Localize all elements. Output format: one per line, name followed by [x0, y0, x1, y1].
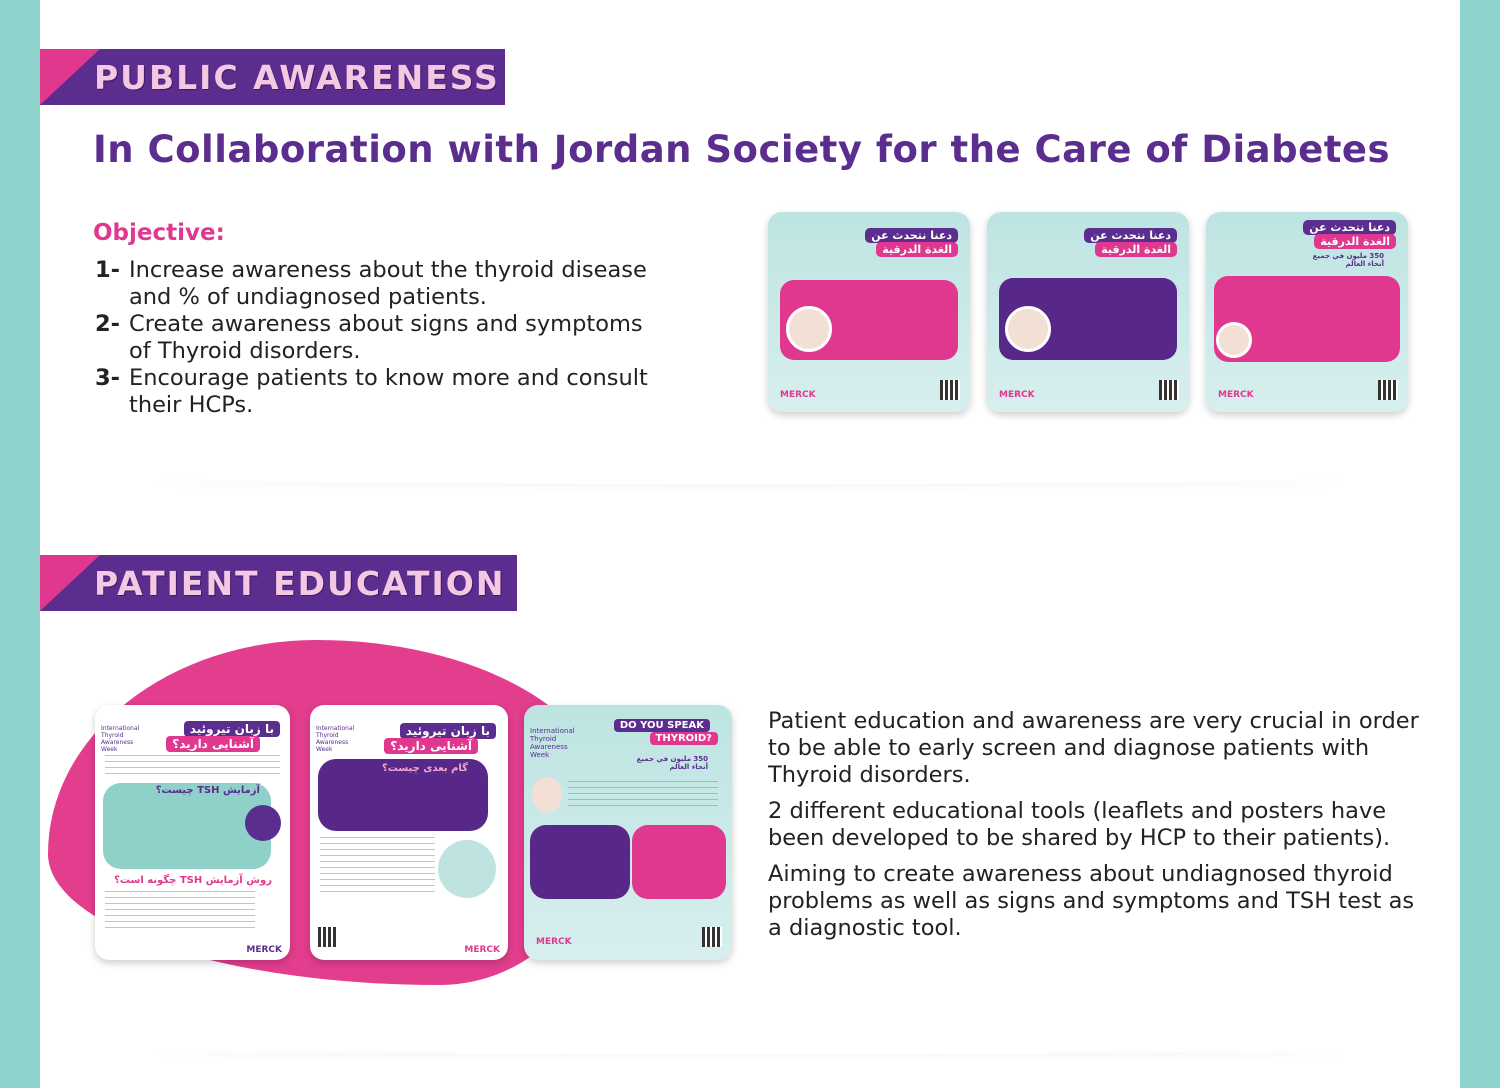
section-heading: PATIENT EDUCATION [94, 563, 506, 603]
awareness-poster: دعنا نتحدث عن الغدة الدرقية MERCK [987, 212, 1189, 412]
leaflet: International Thyroid Awareness Week با … [310, 705, 508, 960]
divider [150, 1040, 1350, 1054]
list-item: 1- Increase awareness about the thyroid d… [95, 257, 647, 310]
leaflet: International Thyroid Awareness Week DO … [524, 705, 732, 960]
list-item: 3- Encourage patients to know more and co… [95, 365, 648, 418]
awareness-poster: دعنا نتحدث عن الغدة الدرقية MERCK [768, 212, 970, 412]
paragraph: Aiming to create awareness about undiagn… [768, 861, 1415, 941]
objectives-list: 1- Increase awareness about the thyroid d… [95, 257, 665, 419]
section-heading: PUBLIC AWARENESS [94, 57, 500, 97]
objective-label: Objective: [93, 220, 225, 246]
paragraph: Patient education and awareness are very… [768, 708, 1419, 788]
paragraph: 2 different educational tools (leaflets … [768, 798, 1391, 851]
divider [150, 470, 1350, 484]
patient-education-banner: PATIENT EDUCATION [40, 555, 517, 611]
awareness-poster: دعنا نتحدث عن الغدة الدرقية 350 مليون في… [1206, 212, 1408, 412]
page-title: In Collaboration with Jordan Society for… [93, 128, 1391, 171]
public-awareness-banner: PUBLIC AWARENESS [40, 49, 505, 105]
list-item: 2- Create awareness about signs and sympt… [95, 311, 643, 364]
leaflet: International Thyroid Awareness Week با … [95, 705, 290, 960]
